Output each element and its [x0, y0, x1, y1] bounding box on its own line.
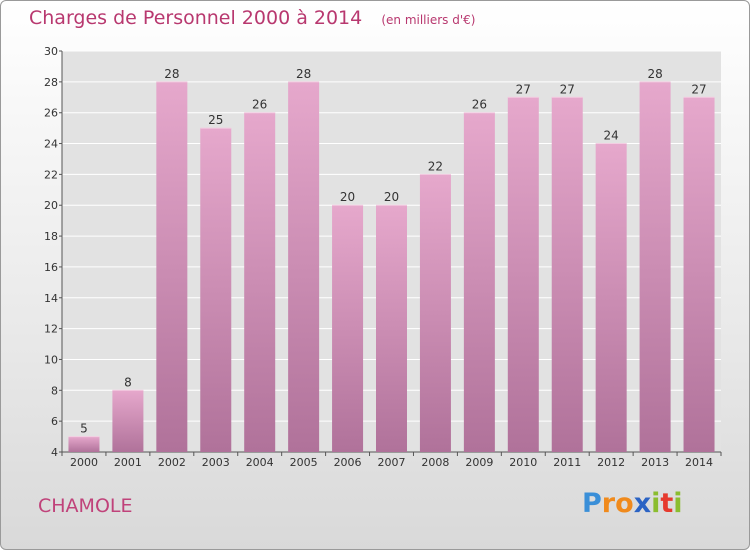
bar	[288, 81, 320, 452]
x-tick-label: 2013	[641, 456, 669, 469]
bar	[332, 205, 364, 452]
bar	[595, 143, 627, 453]
y-tick-label: 30	[44, 45, 58, 58]
bar	[639, 81, 671, 452]
x-tick-label: 2003	[202, 456, 230, 469]
y-tick-label: 18	[44, 230, 58, 243]
proxiti-logo: Proxiti	[582, 488, 683, 519]
bar-value-label: 20	[384, 190, 399, 204]
chart-title: Charges de Personnel 2000 à 2014	[29, 7, 363, 29]
bar-value-label: 27	[560, 82, 575, 96]
bar-value-label: 28	[647, 67, 662, 81]
x-tick-label: 2001	[114, 456, 142, 469]
bar-value-label: 25	[208, 113, 223, 127]
y-tick-label: 22	[44, 168, 58, 181]
bar	[244, 112, 276, 452]
bar	[463, 112, 495, 452]
bar	[200, 128, 232, 452]
bar	[376, 205, 407, 452]
y-tick-label: 26	[44, 107, 58, 120]
y-tick-label: 6	[51, 415, 58, 428]
x-tick-label: 2000	[70, 456, 98, 469]
y-tick-label: 28	[44, 76, 58, 89]
x-tick-label: 2008	[421, 456, 449, 469]
bar-value-label: 22	[428, 159, 443, 173]
bar	[551, 97, 583, 453]
x-tick-label: 2007	[378, 456, 406, 469]
y-tick-label: 4	[51, 446, 58, 459]
bar-value-label: 5	[80, 422, 88, 436]
x-tick-label: 2005	[290, 456, 318, 469]
chart-subtitle: (en milliers d'€)	[381, 13, 476, 27]
x-tick-label: 2012	[597, 456, 625, 469]
x-tick-label: 2010	[509, 456, 537, 469]
bar-value-label: 27	[516, 82, 531, 96]
x-tick-label: 2002	[158, 456, 186, 469]
y-tick-label: 24	[44, 138, 58, 151]
bar-value-label: 27	[691, 82, 706, 96]
bar	[419, 174, 451, 452]
y-tick-label: 16	[44, 261, 58, 274]
x-tick-label: 2014	[685, 456, 713, 469]
bar-value-label: 8	[124, 375, 132, 389]
y-tick-label: 12	[44, 323, 58, 336]
bar-value-label: 24	[604, 129, 619, 143]
bar-value-label: 28	[296, 67, 311, 81]
bar	[507, 97, 539, 453]
x-tick-label: 2006	[334, 456, 362, 469]
bar-value-label: 28	[164, 67, 179, 81]
x-tick-label: 2004	[246, 456, 274, 469]
chart-header: Charges de Personnel 2000 à 2014 (en mil…	[29, 7, 475, 29]
bar	[683, 97, 715, 453]
y-tick-label: 20	[44, 199, 58, 212]
plot-area: 4 6 8 10 12 14 16 18 20 22 24 26 28 30 5 2000 8 2001 28 200…	[44, 45, 722, 469]
bar-value-label: 26	[252, 98, 267, 112]
y-tick-label: 14	[44, 292, 58, 305]
bar-value-label: 26	[472, 98, 487, 112]
bar	[112, 390, 144, 452]
bar	[156, 81, 188, 452]
y-tick-label: 8	[51, 384, 58, 397]
x-tick-label: 2009	[465, 456, 493, 469]
bar-value-label: 20	[340, 190, 355, 204]
bar	[68, 436, 100, 452]
x-tick-label: 2011	[553, 456, 581, 469]
y-tick-label: 10	[44, 353, 58, 366]
place-name: CHAMOLE	[38, 495, 133, 517]
